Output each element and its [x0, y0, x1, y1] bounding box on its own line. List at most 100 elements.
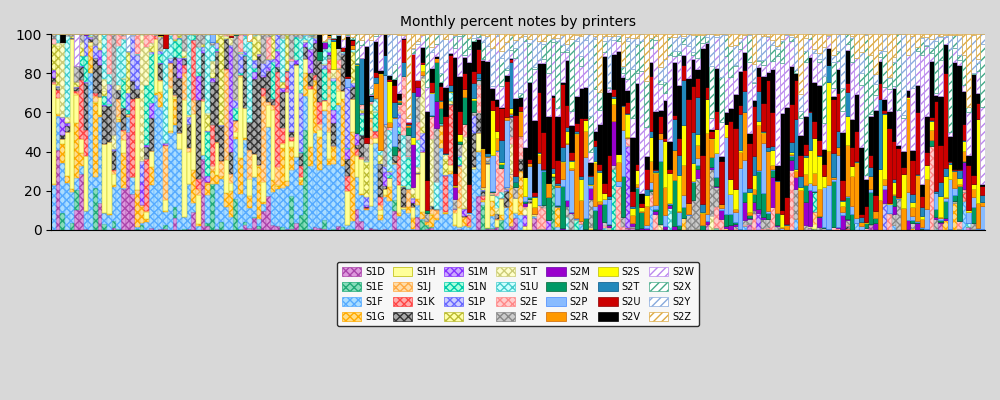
Bar	[752, 156, 756, 175]
Bar	[602, 226, 607, 228]
Bar	[215, 229, 219, 230]
Bar	[345, 229, 350, 230]
Bar	[420, 64, 425, 71]
Bar	[448, 105, 453, 165]
Bar	[532, 197, 537, 206]
Bar	[79, 56, 84, 66]
Bar	[621, 217, 625, 227]
Bar	[257, 42, 261, 54]
Bar	[597, 92, 602, 110]
Bar	[630, 34, 635, 38]
Bar	[929, 48, 934, 53]
Bar	[144, 35, 149, 47]
Bar	[196, 195, 201, 224]
Bar	[56, 116, 60, 150]
Bar	[476, 80, 481, 85]
Bar	[817, 189, 822, 216]
Bar	[457, 144, 462, 155]
Bar	[499, 106, 504, 108]
Bar	[289, 61, 294, 131]
Bar	[555, 108, 560, 116]
Bar	[411, 48, 415, 49]
Bar	[943, 44, 948, 73]
Bar	[107, 74, 112, 84]
Bar	[733, 66, 738, 94]
Bar	[387, 130, 392, 172]
Bar	[621, 77, 625, 105]
Bar	[224, 160, 229, 193]
Bar	[495, 208, 499, 214]
Bar	[929, 39, 934, 48]
Bar	[140, 35, 144, 161]
Bar	[733, 226, 738, 228]
Bar	[602, 222, 607, 226]
Bar	[359, 44, 364, 58]
Bar	[196, 180, 201, 189]
Bar	[738, 168, 742, 230]
Bar	[597, 124, 602, 164]
Bar	[822, 149, 826, 164]
Bar	[490, 201, 495, 216]
Bar	[56, 150, 60, 230]
Bar	[369, 101, 373, 104]
Bar	[182, 58, 187, 59]
Bar	[551, 96, 555, 168]
Bar	[425, 225, 429, 230]
Bar	[789, 160, 794, 170]
Bar	[79, 139, 84, 153]
Bar	[429, 215, 434, 227]
Bar	[74, 34, 79, 66]
Bar	[359, 221, 364, 230]
Bar	[60, 144, 65, 164]
Bar	[252, 154, 257, 177]
Bar	[462, 34, 467, 55]
Bar	[957, 221, 962, 229]
Bar	[840, 200, 845, 201]
Bar	[443, 214, 448, 230]
Bar	[906, 192, 910, 220]
Bar	[747, 62, 752, 133]
Bar	[541, 171, 546, 205]
Bar	[924, 34, 929, 38]
Bar	[481, 59, 485, 60]
Bar	[780, 226, 784, 228]
Bar	[924, 152, 929, 165]
Bar	[971, 34, 976, 35]
Bar	[397, 102, 401, 104]
Bar	[934, 193, 938, 210]
Bar	[551, 168, 555, 173]
Bar	[952, 204, 957, 230]
Bar	[243, 35, 247, 51]
Bar	[607, 36, 611, 87]
Bar	[252, 72, 257, 79]
Bar	[261, 202, 266, 204]
Bar	[238, 194, 243, 229]
Bar	[541, 63, 546, 132]
Bar	[555, 206, 560, 207]
Bar	[135, 90, 140, 98]
Bar	[527, 200, 532, 201]
Bar	[752, 100, 756, 106]
Bar	[313, 38, 317, 40]
Bar	[593, 36, 597, 39]
Bar	[369, 34, 373, 40]
Bar	[429, 214, 434, 215]
Bar	[364, 34, 369, 46]
Bar	[499, 220, 504, 230]
Bar	[350, 83, 355, 86]
Bar	[364, 209, 369, 210]
Bar	[892, 34, 896, 57]
Bar	[495, 34, 499, 36]
Bar	[345, 76, 350, 78]
Bar	[51, 70, 56, 78]
Bar	[322, 229, 327, 230]
Bar	[462, 137, 467, 208]
Bar	[565, 200, 569, 206]
Bar	[728, 225, 733, 230]
Bar	[485, 157, 490, 162]
Bar	[934, 94, 938, 96]
Bar	[420, 34, 425, 35]
Bar	[60, 136, 65, 139]
Bar	[644, 206, 649, 225]
Bar	[93, 45, 98, 58]
